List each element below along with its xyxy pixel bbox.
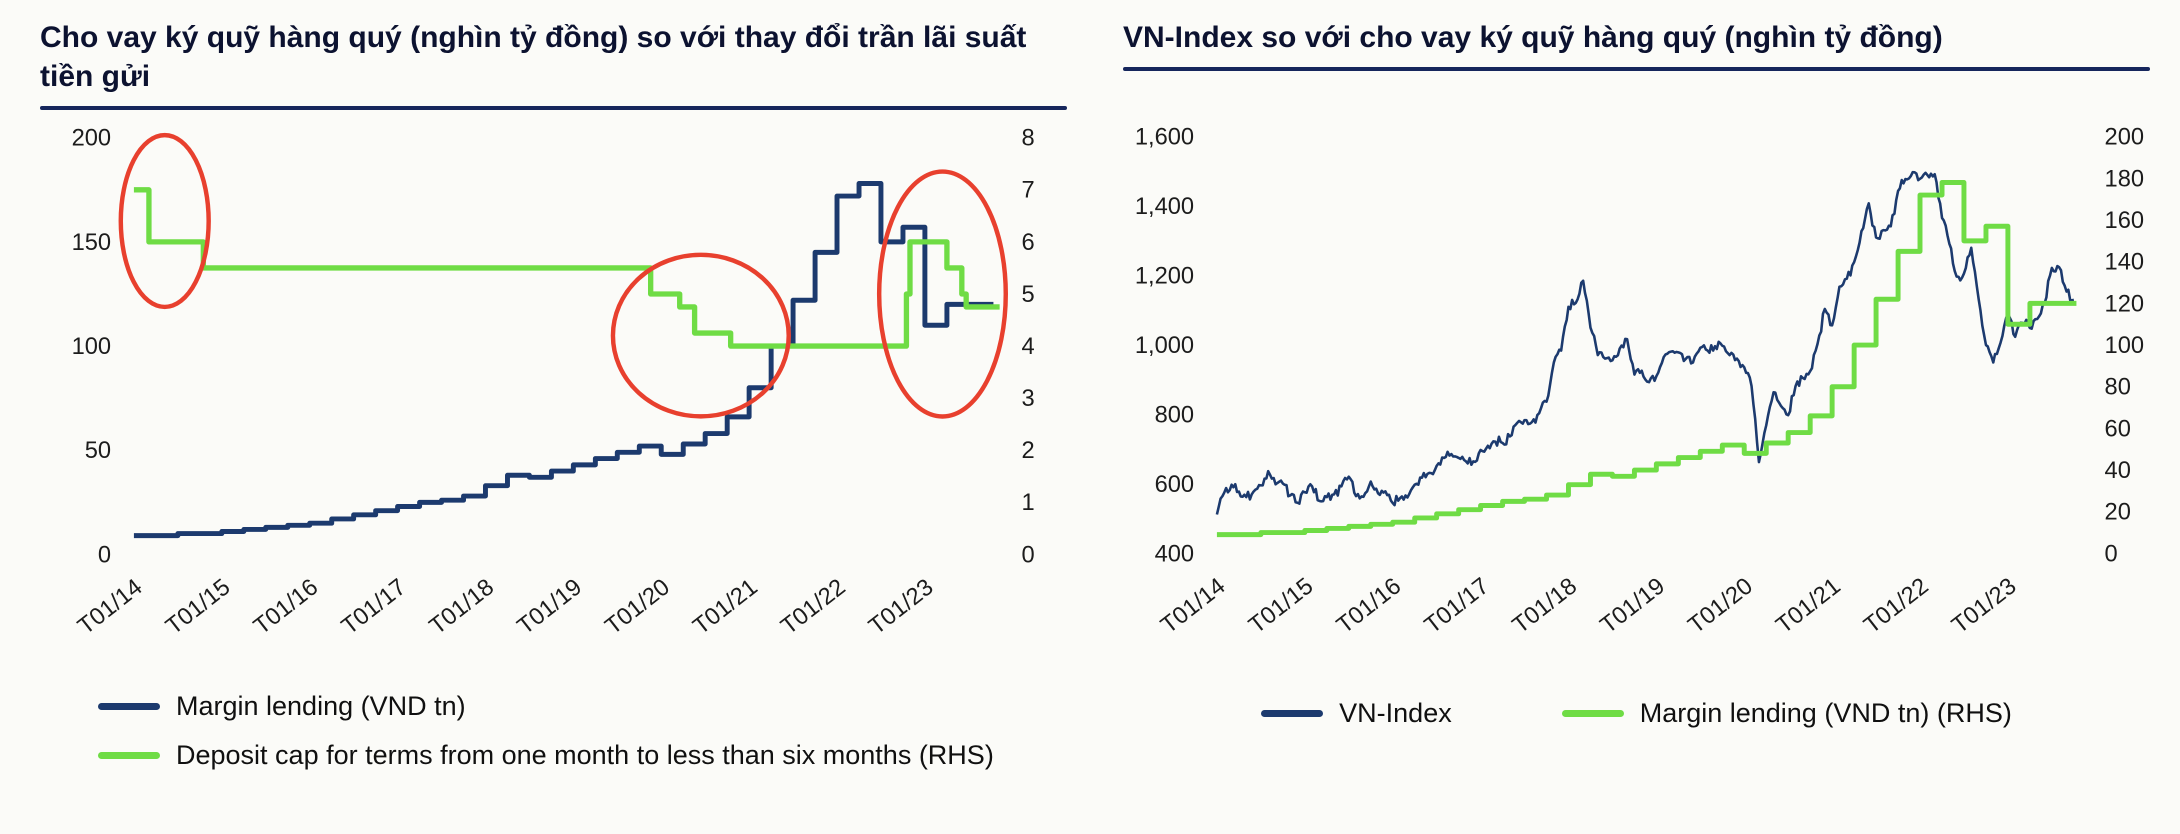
x-tick-label: T01/18 [1508, 573, 1582, 639]
annotation-ellipse [876, 169, 1008, 419]
y-right-tick-label: 120 [2105, 291, 2145, 317]
legend-right-chart: VN-Index Margin lending (VND tn) (RHS) [1123, 698, 2150, 729]
x-tick-label: T01/14 [73, 574, 147, 640]
x-tick-label: T01/20 [601, 574, 675, 640]
series-line-margin-lending-vnd-tn-rhs [1216, 180, 2077, 538]
legend-swatch-navy-line [98, 702, 160, 710]
x-tick-label: T01/19 [1596, 573, 1670, 639]
y-right-tick-label: 1 [1022, 490, 1035, 516]
x-tick-label: T01/16 [1332, 573, 1406, 639]
y-right-tick-label: 160 [2105, 208, 2145, 234]
y-right-tick-label: 6 [1022, 230, 1035, 256]
chart-panel-margin-vs-deposit-cap: Cho vay ký quỹ hàng quý (nghìn tỷ đồng) … [40, 12, 1067, 824]
series-line-deposit-cap-for-terms-from-one-month-to-le [133, 187, 1000, 349]
y-right-tick-label: 8 [1022, 126, 1035, 152]
y-right-tick-label: 3 [1022, 386, 1035, 412]
y-left-tick-label: 1,000 [1135, 333, 1194, 359]
x-tick-label: T01/17 [1420, 573, 1494, 639]
y-left-tick-label: 200 [72, 126, 112, 152]
legend-item-vnindex: VN-Index [1261, 698, 1452, 729]
chart-panel-vnindex-vs-margin: VN-Index so với cho vay ký quỹ hàng quý … [1123, 12, 2150, 824]
x-tick-label: T01/15 [161, 574, 235, 640]
legend-label-deposit-cap: Deposit cap for terms from one month to … [176, 739, 994, 770]
vnindex-vs-margin-lending-chart: 400 600 800 1,000 1,200 1,400 1,600 0 20 40 60 80 10… [1135, 125, 2145, 640]
x-tick-label: T01/22 [1859, 573, 1933, 639]
legend-swatch-navy-line [1261, 709, 1324, 717]
legend-label-margin-lending: Margin lending (VND tn) [176, 690, 466, 721]
x-tick-label: T01/23 [1947, 573, 2021, 639]
series-line-vn-index [1215, 170, 2075, 515]
y-left-tick-label: 0 [98, 542, 111, 568]
y-right-tick-label: 60 [2105, 416, 2131, 442]
y-right-tick-label: 80 [2105, 375, 2131, 401]
y-right-tick-label: 2 [1022, 438, 1035, 464]
y-left-tick-label: 100 [72, 334, 112, 360]
chart-title-left: Cho vay ký quỹ hàng quý (nghìn tỷ đồng) … [40, 21, 1027, 93]
y-left-tick-label: 400 [1155, 541, 1195, 567]
y-right-tick-label: 4 [1022, 334, 1035, 360]
legend-item-deposit-cap: Deposit cap for terms from one month to … [98, 740, 1067, 771]
x-tick-label: T01/18 [425, 574, 499, 640]
x-tick-label: T01/17 [337, 574, 411, 640]
x-tick-label: T01/14 [1156, 573, 1230, 639]
y-right-tick-label: 7 [1022, 178, 1035, 204]
y-left-tick-label: 1,200 [1135, 264, 1194, 290]
y-right-tick-label: 200 [2105, 125, 2145, 151]
series-line-margin-lending-vnd-tn [133, 181, 994, 539]
x-tick-label: T01/22 [776, 574, 850, 640]
x-tick-label: T01/21 [1772, 573, 1846, 639]
y-right-tick-label: 140 [2105, 250, 2145, 276]
annotation-ellipse [118, 132, 211, 310]
legend-item-margin-lending-rhs: Margin lending (VND tn) (RHS) [1561, 697, 2012, 729]
x-tick-label: T01/20 [1684, 573, 1758, 639]
legend-left-chart: Margin lending (VND tn) Deposit cap for … [98, 691, 1067, 771]
y-right-tick-label: 0 [1022, 542, 1035, 568]
y-left-tick-label: 1,600 [1135, 125, 1194, 151]
title-underline-right [1123, 67, 2150, 71]
chart-title-right: VN-Index so với cho vay ký quỹ hàng quý … [1123, 21, 1943, 54]
legend-swatch-green-line [98, 751, 160, 759]
legend-label-margin-lending-rhs: Margin lending (VND tn) (RHS) [1639, 697, 2012, 728]
y-right-tick-label: 180 [2105, 166, 2145, 192]
y-right-tick-label: 0 [2105, 541, 2118, 567]
y-left-tick-label: 150 [72, 230, 112, 256]
legend-label-vnindex: VN-Index [1339, 697, 1452, 728]
y-left-tick-label: 1,400 [1135, 194, 1194, 220]
legend-swatch-green-line [1561, 709, 1624, 717]
y-right-tick-label: 100 [2105, 333, 2145, 359]
y-left-tick-label: 600 [1155, 472, 1195, 498]
y-left-tick-label: 800 [1155, 402, 1195, 428]
x-tick-label: T01/23 [864, 574, 938, 640]
x-tick-label: T01/16 [249, 574, 323, 640]
x-tick-label: T01/15 [1244, 573, 1318, 639]
title-underline-left [40, 106, 1067, 110]
legend-item-margin-lending: Margin lending (VND tn) [98, 691, 1067, 722]
y-right-tick-label: 40 [2105, 458, 2131, 484]
annotation-ellipse [610, 252, 791, 419]
y-right-tick-label: 20 [2105, 500, 2131, 526]
x-tick-label: T01/19 [513, 574, 587, 640]
y-left-tick-label: 50 [85, 438, 111, 464]
y-right-tick-label: 5 [1022, 282, 1035, 308]
x-tick-label: T01/21 [689, 574, 763, 640]
